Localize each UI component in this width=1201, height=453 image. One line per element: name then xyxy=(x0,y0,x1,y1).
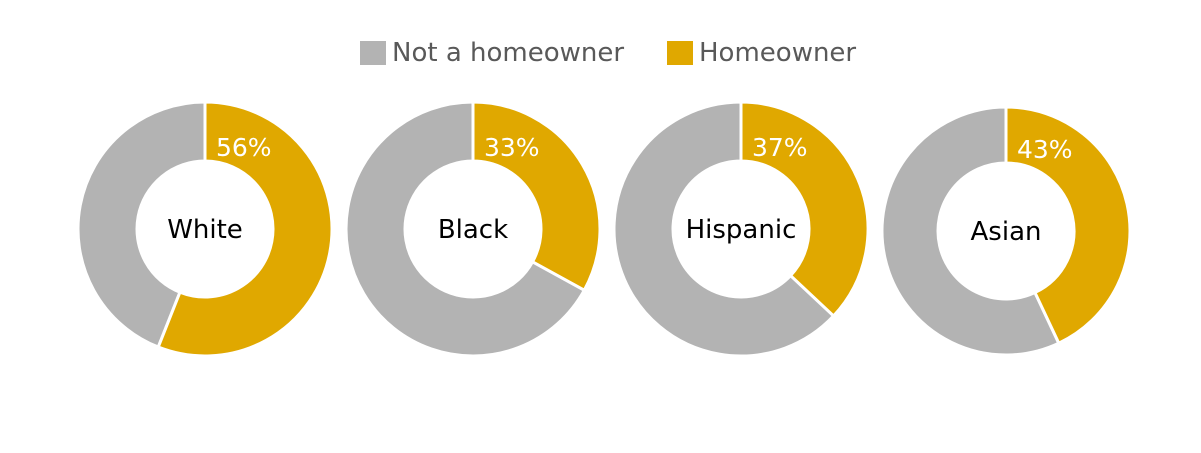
slice-homeowner-hispanic xyxy=(739,100,870,319)
donut-hispanic: 37% Hispanic xyxy=(612,100,870,358)
legend-label-not-homeowner: Not a homeowner xyxy=(392,38,624,68)
slice-not-homeowner-asian xyxy=(880,105,1061,357)
percent-label-hispanic: 37% xyxy=(752,133,808,162)
donut-asian: 43% Asian xyxy=(880,105,1132,357)
center-label-white: White xyxy=(167,215,243,245)
percent-label-asian: 43% xyxy=(1017,135,1073,164)
slice-homeowner-black xyxy=(471,100,602,293)
slice-not-homeowner-hispanic xyxy=(612,100,836,358)
slice-homeowner-asian xyxy=(1004,105,1132,346)
donut-white: 56% White xyxy=(76,100,334,358)
center-label-hispanic: Hispanic xyxy=(686,215,797,245)
donut-group: 56% White 33% Black 37% Hispanic 43% Asian xyxy=(76,100,1132,358)
slice-not-homeowner-white xyxy=(76,100,207,350)
legend-label-homeowner: Homeowner xyxy=(699,38,856,68)
legend-swatch-homeowner xyxy=(667,41,693,65)
donut-black: 33% Black xyxy=(344,100,602,358)
percent-label-white: 56% xyxy=(216,133,272,162)
center-label-black: Black xyxy=(438,215,508,245)
center-label-asian: Asian xyxy=(971,217,1042,247)
slice-homeowner-white xyxy=(156,100,334,358)
slice-not-homeowner-black xyxy=(344,100,587,358)
percent-label-black: 33% xyxy=(484,133,540,162)
legend: Not a homeowner Homeowner xyxy=(360,38,856,68)
legend-swatch-not-homeowner xyxy=(360,41,386,65)
